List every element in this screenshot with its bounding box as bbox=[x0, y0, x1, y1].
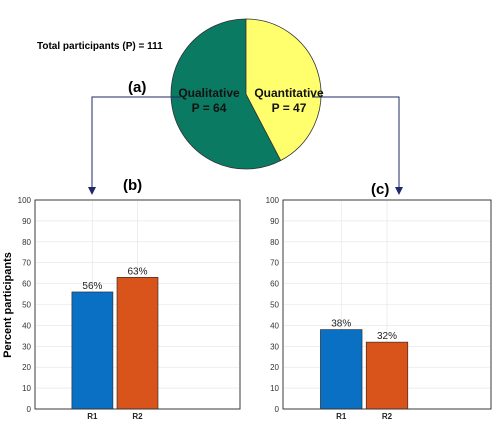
panel-label-c: (c) bbox=[371, 181, 389, 198]
data-label-r1: 38% bbox=[331, 319, 351, 330]
y-tick-label: 100 bbox=[18, 196, 32, 205]
data-label-r1: 56% bbox=[82, 281, 102, 292]
bar-r1 bbox=[71, 291, 114, 410]
y-tick-label: 80 bbox=[270, 238, 279, 247]
y-tick-label: 30 bbox=[22, 342, 31, 351]
x-tick-label-r2: R2 bbox=[132, 412, 143, 421]
connectors bbox=[88, 96, 403, 195]
bar-r2 bbox=[116, 277, 159, 410]
y-tick-label: 50 bbox=[270, 301, 279, 310]
y-tick-label: 40 bbox=[270, 321, 279, 330]
data-label-r2: 63% bbox=[127, 266, 147, 277]
plot-border bbox=[34, 199, 241, 410]
pie-label-quantitative: Quantitative bbox=[254, 86, 324, 100]
connector-to-panel-b bbox=[88, 96, 181, 195]
y-tick-label: 10 bbox=[270, 384, 279, 393]
bar-chart-panel-b: 0 10 20 30 40 50 60 70 80 90 100 56% R1 63% R2 bbox=[18, 196, 241, 421]
y-tick-label: 60 bbox=[270, 280, 279, 289]
pie-value-quantitative: P = 47 bbox=[272, 101, 307, 115]
x-tick-label-r1: R1 bbox=[336, 412, 347, 421]
bar-chart-panel-c: 0 10 20 30 40 50 60 70 80 90 100 38% R1 32% R2 bbox=[266, 196, 492, 421]
total-participants-label: Total participants (P) = 111 bbox=[37, 41, 163, 52]
y-tick-label: 90 bbox=[270, 217, 279, 226]
y-tick-label: 30 bbox=[270, 342, 279, 351]
pie-label-qualitative: Qualitative bbox=[178, 86, 240, 100]
y-tick-label: 20 bbox=[22, 363, 31, 372]
pie-value-qualitative: P = 64 bbox=[192, 101, 227, 115]
y-tick-label: 0 bbox=[275, 405, 280, 414]
bar-r1 bbox=[320, 329, 363, 410]
y-tick-label: 70 bbox=[270, 259, 279, 268]
x-tick-label-r2: R2 bbox=[382, 412, 393, 421]
y-tick-label: 100 bbox=[266, 196, 280, 205]
panel-label-a: (a) bbox=[128, 79, 146, 96]
data-label-r2: 32% bbox=[377, 331, 397, 342]
pie-slice-quantitative bbox=[245, 18, 322, 162]
bar-r2 bbox=[365, 341, 409, 410]
x-tick-label-r1: R1 bbox=[87, 412, 98, 421]
y-axis-label: Percent participants bbox=[2, 252, 14, 358]
y-tick-label: 80 bbox=[22, 238, 31, 247]
pie-slice-qualitative bbox=[170, 18, 282, 170]
y-tick-label: 60 bbox=[22, 280, 31, 289]
y-tick-label: 70 bbox=[22, 259, 31, 268]
y-tick-label: 0 bbox=[27, 405, 32, 414]
y-tick-label: 40 bbox=[22, 321, 31, 330]
y-tick-label: 90 bbox=[22, 217, 31, 226]
plot-border bbox=[282, 199, 492, 410]
panel-label-b: (b) bbox=[123, 177, 142, 194]
connector-to-panel-c bbox=[312, 96, 403, 195]
y-tick-label: 50 bbox=[22, 301, 31, 310]
y-tick-label: 10 bbox=[22, 384, 31, 393]
y-tick-label: 20 bbox=[270, 363, 279, 372]
